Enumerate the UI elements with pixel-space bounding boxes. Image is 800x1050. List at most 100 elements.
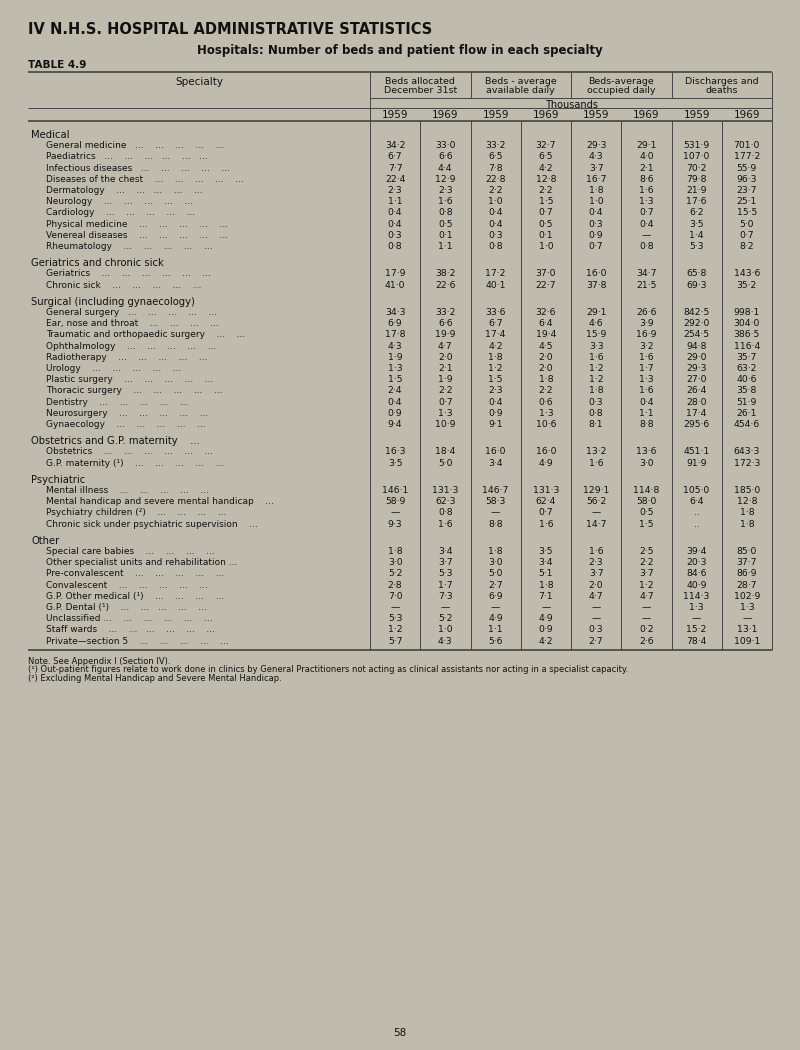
- Text: 33·2: 33·2: [486, 141, 506, 150]
- Text: 2·2: 2·2: [538, 186, 553, 195]
- Text: 96·3: 96·3: [737, 174, 757, 184]
- Text: 3·7: 3·7: [639, 569, 654, 579]
- Text: 5·0: 5·0: [438, 459, 453, 467]
- Text: —: —: [390, 508, 400, 518]
- Text: 0·3: 0·3: [589, 626, 603, 634]
- Text: Geriatrics and chronic sick: Geriatrics and chronic sick: [31, 258, 164, 268]
- Text: General medicine   ...    ...    ...    ...    ...: General medicine ... ... ... ... ...: [46, 141, 224, 150]
- Text: 17·4: 17·4: [686, 408, 707, 418]
- Text: 40·1: 40·1: [486, 280, 506, 290]
- Text: 63·2: 63·2: [737, 364, 757, 373]
- Text: 58: 58: [394, 1028, 406, 1038]
- Text: 114·8: 114·8: [633, 486, 659, 495]
- Text: 1·1: 1·1: [388, 197, 402, 206]
- Text: 2·2: 2·2: [538, 386, 553, 396]
- Text: 1·3: 1·3: [438, 408, 453, 418]
- Text: Other: Other: [31, 536, 59, 546]
- Text: 25·1: 25·1: [737, 197, 757, 206]
- Text: 58·9: 58·9: [385, 498, 406, 506]
- Text: G.P. maternity (¹)    ...    ...    ...    ...    ...: G.P. maternity (¹) ... ... ... ... ...: [46, 459, 224, 467]
- Text: 1·9: 1·9: [438, 375, 453, 384]
- Text: 8·8: 8·8: [639, 420, 654, 429]
- Text: 1969: 1969: [533, 110, 559, 120]
- Text: 5·0: 5·0: [488, 569, 503, 579]
- Text: 69·3: 69·3: [686, 280, 707, 290]
- Text: 20·3: 20·3: [686, 559, 707, 567]
- Text: 1·8: 1·8: [388, 547, 402, 557]
- Text: 7·3: 7·3: [438, 592, 453, 601]
- Text: 2·6: 2·6: [639, 636, 654, 646]
- Text: 3·0: 3·0: [639, 459, 654, 467]
- Text: 29·3: 29·3: [586, 141, 606, 150]
- Text: 1·2: 1·2: [589, 364, 603, 373]
- Text: 0·8: 0·8: [388, 242, 402, 251]
- Text: 131·3: 131·3: [432, 486, 458, 495]
- Text: (²) Excluding Mental Handicap and Severe Mental Handicap.: (²) Excluding Mental Handicap and Severe…: [28, 674, 282, 682]
- Text: 37·0: 37·0: [536, 270, 556, 278]
- Text: 4·9: 4·9: [538, 459, 553, 467]
- Text: 1·5: 1·5: [639, 520, 654, 528]
- Text: 27·0: 27·0: [686, 375, 707, 384]
- Text: 1·2: 1·2: [589, 375, 603, 384]
- Text: Special care babies    ...    ...    ...    ...: Special care babies ... ... ... ...: [46, 547, 214, 557]
- Text: 91·9: 91·9: [686, 459, 707, 467]
- Text: 9·3: 9·3: [388, 520, 402, 528]
- Text: 8·8: 8·8: [488, 520, 503, 528]
- Text: Specialty: Specialty: [175, 77, 223, 87]
- Text: 3·4: 3·4: [438, 547, 453, 557]
- Text: 1·6: 1·6: [589, 459, 603, 467]
- Text: 0·9: 0·9: [388, 408, 402, 418]
- Text: 1·3: 1·3: [639, 375, 654, 384]
- Text: Paediatrics   ...    ...    ...   ...    ...   ...: Paediatrics ... ... ... ... ... ...: [46, 152, 208, 162]
- Text: 177·2: 177·2: [734, 152, 760, 162]
- Text: 3·0: 3·0: [488, 559, 503, 567]
- Text: Convalescent    ...    ...    ...    ...    ...: Convalescent ... ... ... ... ...: [46, 581, 208, 590]
- Text: 0·3: 0·3: [589, 398, 603, 406]
- Text: Pre-convalescent    ...    ...    ...    ...    ...: Pre-convalescent ... ... ... ... ...: [46, 569, 224, 579]
- Text: Chronic sick under psychiatric supervision    ...: Chronic sick under psychiatric supervisi…: [46, 520, 258, 528]
- Text: 35·7: 35·7: [737, 353, 757, 362]
- Text: 4·7: 4·7: [438, 341, 453, 351]
- Text: 0·4: 0·4: [488, 219, 503, 229]
- Text: 2·7: 2·7: [488, 581, 503, 590]
- Text: Dentistry    ...    ...    ...    ...    ...: Dentistry ... ... ... ... ...: [46, 398, 189, 406]
- Text: Psychiatric: Psychiatric: [31, 475, 86, 485]
- Text: 7·7: 7·7: [388, 164, 402, 172]
- Text: —: —: [692, 614, 702, 624]
- Text: 84·6: 84·6: [686, 569, 707, 579]
- Text: ..: ..: [694, 508, 699, 518]
- Text: 12·9: 12·9: [435, 174, 456, 184]
- Text: 2·0: 2·0: [438, 353, 453, 362]
- Text: 2·3: 2·3: [388, 186, 402, 195]
- Text: 18·4: 18·4: [435, 447, 456, 457]
- Text: 22·7: 22·7: [536, 280, 556, 290]
- Text: 17·4: 17·4: [486, 331, 506, 339]
- Text: 1959: 1959: [482, 110, 509, 120]
- Text: 4·3: 4·3: [438, 636, 453, 646]
- Text: 4·7: 4·7: [639, 592, 654, 601]
- Text: 2·0: 2·0: [589, 581, 603, 590]
- Text: 1·6: 1·6: [589, 547, 603, 557]
- Text: 102·9: 102·9: [734, 592, 760, 601]
- Text: 292·0: 292·0: [683, 319, 710, 329]
- Text: 0·1: 0·1: [438, 231, 453, 239]
- Text: 2·1: 2·1: [639, 164, 654, 172]
- Text: 9·1: 9·1: [488, 420, 503, 429]
- Text: 1·6: 1·6: [438, 520, 453, 528]
- Text: 2·1: 2·1: [438, 364, 453, 373]
- Text: 16·0: 16·0: [486, 447, 506, 457]
- Text: 131·3: 131·3: [533, 486, 559, 495]
- Text: 1·8: 1·8: [538, 375, 553, 384]
- Text: —: —: [591, 508, 601, 518]
- Text: 17·2: 17·2: [486, 270, 506, 278]
- Text: 55·9: 55·9: [737, 164, 757, 172]
- Text: 2·3: 2·3: [589, 559, 603, 567]
- Text: 8·6: 8·6: [639, 174, 654, 184]
- Text: 1·6: 1·6: [639, 186, 654, 195]
- Text: Beds allocated: Beds allocated: [386, 77, 455, 86]
- Text: 454·6: 454·6: [734, 420, 760, 429]
- Text: 17·9: 17·9: [385, 270, 406, 278]
- Text: 0·9: 0·9: [488, 408, 503, 418]
- Text: Dermatology    ...    ...   ...    ...    ...: Dermatology ... ... ... ... ...: [46, 186, 202, 195]
- Text: 0·9: 0·9: [538, 626, 553, 634]
